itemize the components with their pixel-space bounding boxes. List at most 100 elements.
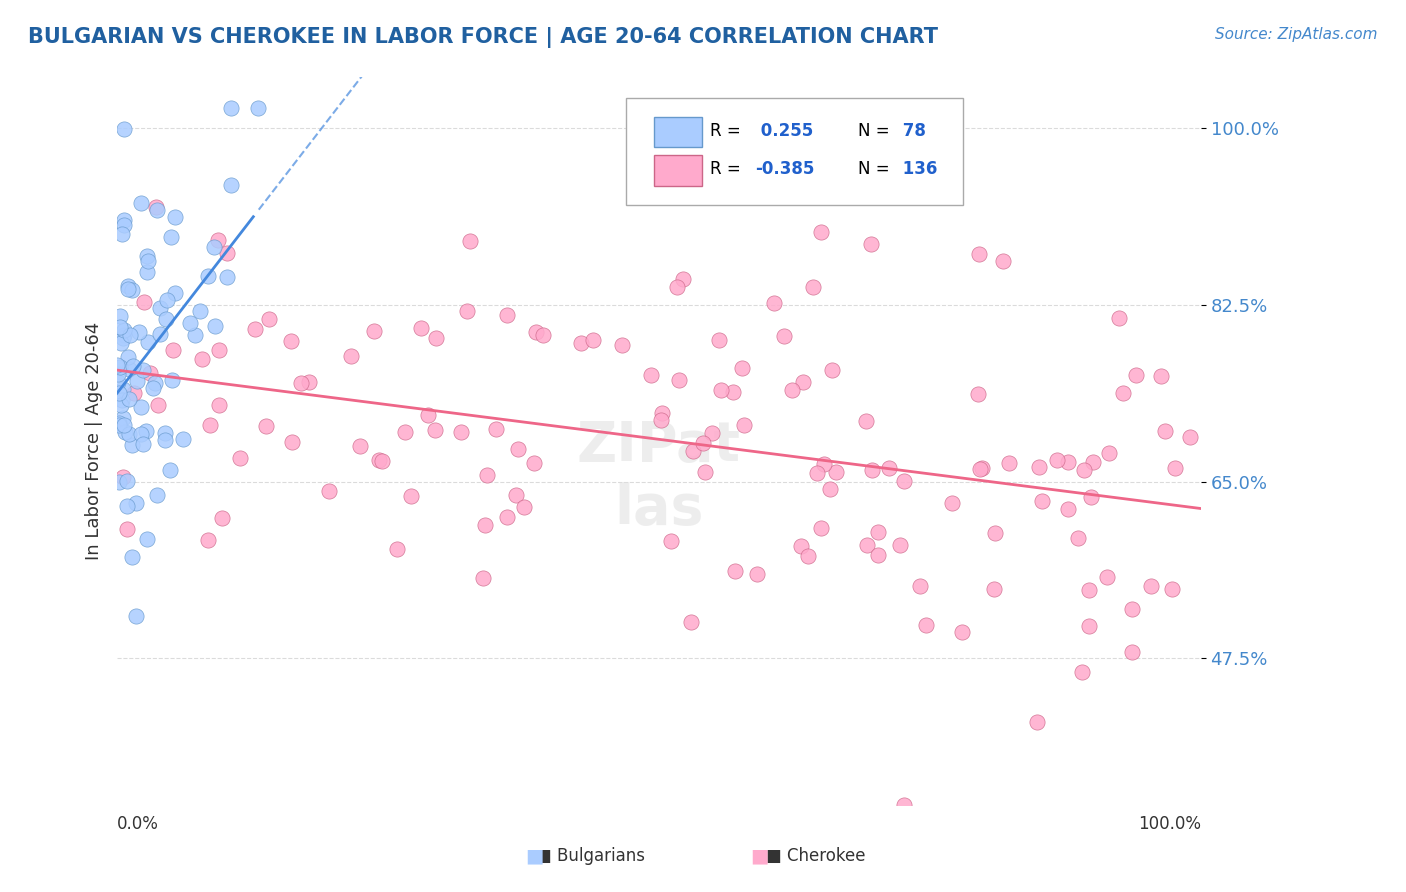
Point — [967, 246, 990, 260]
Point — [1095, 569, 1118, 583]
Point — [160, 230, 183, 244]
Point — [692, 435, 714, 450]
Point — [247, 101, 270, 115]
Point — [110, 335, 132, 350]
Point — [1046, 453, 1069, 467]
Point — [118, 392, 141, 406]
Point — [135, 424, 157, 438]
Point — [1097, 445, 1119, 459]
Point — [866, 525, 889, 540]
Point — [160, 373, 183, 387]
Point — [682, 443, 704, 458]
Point — [1125, 368, 1147, 382]
Point — [763, 296, 786, 310]
Point — [569, 336, 592, 351]
Point — [163, 211, 186, 225]
Point — [950, 624, 973, 639]
Point — [1121, 645, 1143, 659]
Point — [1080, 490, 1102, 504]
Point — [889, 539, 911, 553]
Point — [797, 549, 820, 563]
Point — [135, 532, 157, 546]
Point — [681, 615, 703, 629]
Point — [112, 331, 135, 345]
Point — [893, 474, 915, 488]
Point — [108, 359, 131, 374]
Point — [129, 427, 152, 442]
Point — [1078, 583, 1101, 598]
Point — [108, 309, 131, 323]
Point — [243, 322, 266, 336]
Point — [122, 359, 145, 373]
Point — [108, 320, 131, 334]
Point — [128, 325, 150, 339]
Point — [132, 363, 155, 377]
Point — [118, 362, 141, 376]
Text: 0.0%: 0.0% — [117, 815, 159, 833]
Point — [149, 301, 172, 316]
Point — [825, 465, 848, 479]
Point — [668, 373, 690, 387]
Point — [1178, 430, 1201, 444]
Point — [118, 427, 141, 442]
Point — [135, 249, 157, 263]
Point — [118, 328, 141, 343]
Point — [208, 399, 231, 413]
Text: BULGARIAN VS CHEROKEE IN LABOR FORCE | AGE 20-64 CORRELATION CHART: BULGARIAN VS CHEROKEE IN LABOR FORCE | A… — [28, 27, 938, 48]
Point — [108, 418, 131, 433]
Point — [1057, 502, 1080, 516]
Point — [707, 334, 730, 348]
Point — [229, 450, 252, 465]
Point — [107, 416, 129, 430]
Point — [731, 361, 754, 376]
Point — [370, 454, 392, 468]
Point — [114, 425, 136, 439]
Point — [1160, 582, 1182, 596]
Point — [790, 539, 813, 553]
Point — [219, 101, 242, 115]
Point — [208, 343, 231, 357]
Point — [124, 609, 146, 624]
Point — [111, 382, 134, 396]
Point — [1078, 618, 1101, 632]
Point — [215, 270, 238, 285]
Point — [112, 212, 135, 227]
Point — [860, 237, 883, 252]
Point — [780, 383, 803, 397]
Point — [399, 489, 422, 503]
Point — [747, 566, 769, 581]
Point — [202, 240, 225, 254]
Point — [112, 218, 135, 232]
Point — [146, 487, 169, 501]
Point — [254, 419, 277, 434]
Point — [394, 425, 416, 440]
Text: R =: R = — [710, 161, 747, 178]
Text: 0.255: 0.255 — [755, 122, 813, 140]
Point — [188, 304, 211, 318]
Point — [112, 323, 135, 337]
Point — [318, 483, 340, 498]
Point — [411, 321, 433, 335]
Point — [172, 433, 194, 447]
Point — [385, 542, 408, 557]
Point — [125, 496, 148, 510]
Point — [610, 338, 633, 352]
Point — [813, 457, 835, 471]
Point — [143, 376, 166, 391]
Point — [1073, 463, 1095, 477]
Point — [792, 375, 814, 389]
Point — [198, 418, 221, 433]
Point — [1108, 310, 1130, 325]
Point — [197, 269, 219, 284]
Point — [115, 522, 138, 536]
Text: ■: ■ — [524, 847, 544, 865]
Point — [136, 254, 159, 268]
Point — [806, 466, 828, 480]
Point — [659, 533, 682, 548]
Point — [524, 325, 547, 339]
Point — [280, 334, 302, 348]
Point — [695, 465, 717, 479]
Point — [855, 414, 877, 428]
Point — [893, 797, 915, 812]
Point — [810, 226, 832, 240]
